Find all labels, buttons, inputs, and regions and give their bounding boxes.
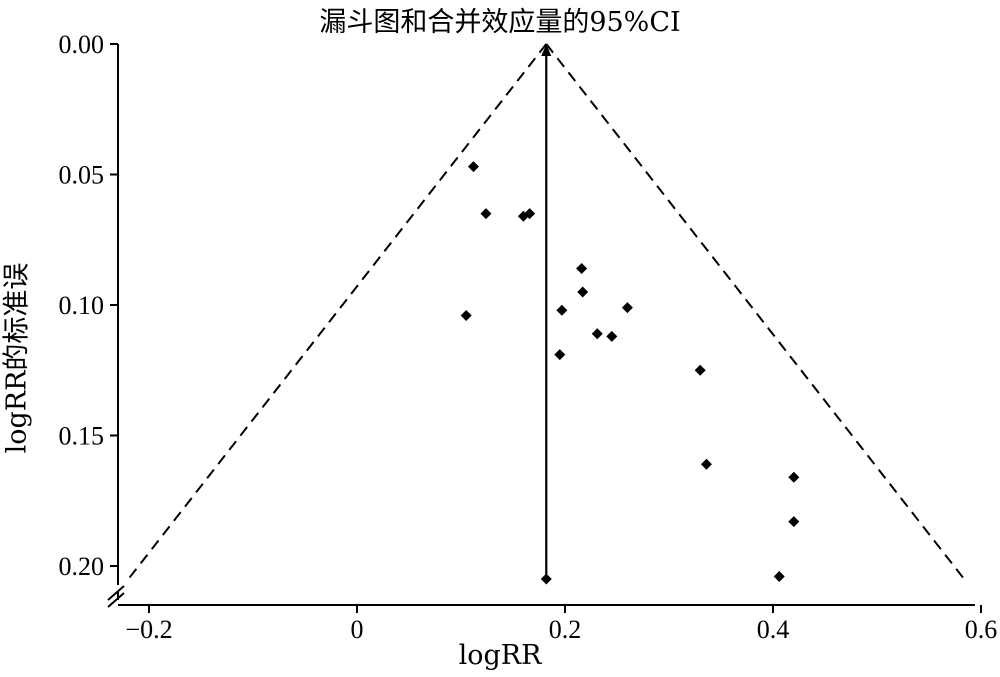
funnel-lines (127, 43, 965, 580)
data-point (480, 208, 492, 220)
data-point (556, 304, 568, 316)
data-point (606, 330, 618, 342)
data-point (524, 208, 536, 220)
chart-title: 漏斗图和合并效应量的95%CI (319, 7, 681, 38)
data-point (788, 516, 800, 528)
data-point (577, 286, 589, 298)
axis-break-mark (107, 585, 125, 601)
data-point (621, 302, 633, 314)
axis-break-mark (107, 592, 125, 608)
y-tick-label: 0.00 (59, 30, 105, 59)
pooled-effect-arrowhead (541, 44, 552, 56)
x-tick-label: 0.4 (757, 615, 790, 644)
y-ticks: 0.00 0.05 0.10 0.15 0.20 (59, 30, 118, 581)
data-points (460, 161, 800, 585)
data-point (460, 309, 472, 321)
y-tick-label: 0.20 (59, 552, 105, 581)
axes (107, 44, 975, 608)
y-tick-label: 0.15 (59, 422, 105, 451)
data-point (467, 161, 479, 173)
data-point (554, 349, 566, 361)
funnel-left-boundary (127, 43, 548, 580)
data-point (694, 364, 706, 376)
data-point (773, 570, 785, 582)
x-axis-label: logRR (458, 640, 542, 671)
y-tick-label: 0.10 (59, 291, 105, 320)
y-tick-label: 0.05 (59, 161, 105, 190)
x-ticks: −0.2 0 0.2 0.4 0.6 (125, 605, 997, 644)
funnel-right-boundary (545, 43, 965, 580)
data-point (576, 262, 588, 274)
x-tick-label: 0.6 (965, 615, 998, 644)
data-point (591, 328, 603, 340)
data-point (540, 573, 552, 585)
x-tick-label: 0.2 (549, 615, 582, 644)
x-tick-label: −0.2 (125, 615, 172, 644)
data-point (700, 458, 712, 470)
y-axis-label: logRR的标准误 (1, 262, 33, 454)
data-point (788, 471, 800, 483)
x-tick-label: 0 (351, 615, 364, 644)
